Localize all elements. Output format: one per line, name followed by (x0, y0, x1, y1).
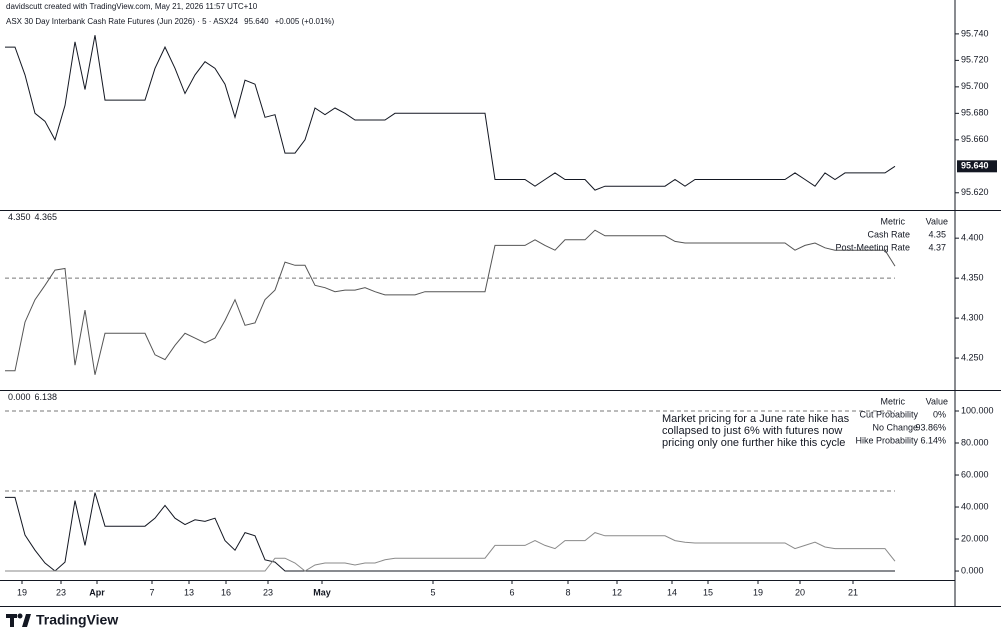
data-line (5, 532, 896, 572)
x-tick-label: 13 (184, 587, 194, 597)
table-metric: Cash Rate (867, 229, 910, 239)
data-line (5, 492, 895, 572)
y-tick-label: 80.000 (961, 437, 989, 447)
table-metric: No Change (872, 422, 918, 432)
last-value-badge (957, 160, 997, 173)
x-tick-label: Apr (89, 587, 105, 597)
table-value: 93.86% (915, 422, 946, 432)
logo-dot (17, 613, 23, 619)
x-tick-label: 6 (509, 587, 514, 597)
logo (6, 613, 31, 627)
y-tick-label: 60.000 (961, 469, 989, 479)
y-tick-label: 95.620 (961, 187, 989, 197)
x-tick-label: 23 (56, 587, 66, 597)
x-tick-label: 8 (565, 587, 570, 597)
table-value: 4.37 (928, 242, 946, 252)
x-tick-label: 12 (612, 587, 622, 597)
symbol-line: ASX 30 Day Interbank Cash Rate Futures (… (6, 17, 335, 26)
y-tick-label: 4.350 (961, 273, 984, 283)
y-tick-label: 20.000 (961, 533, 989, 543)
table-header: Value (926, 396, 948, 406)
footer-brand: TradingView (36, 612, 118, 628)
x-tick-label: 23 (263, 587, 273, 597)
x-tick-label: 16 (221, 587, 231, 597)
x-tick-label: 14 (667, 587, 677, 597)
x-tick-label: 20 (795, 587, 805, 597)
y-tick-label: 95.740 (961, 28, 989, 38)
annotation: collapsed to just 6% with futures now (662, 425, 842, 437)
last-value-label: 95.640 (961, 161, 989, 171)
price-change: +0.005 (+0.01%) (275, 17, 335, 26)
y-tick-label: 95.700 (961, 81, 989, 91)
logo-stem (10, 614, 14, 627)
header-value: 6.138 (35, 392, 58, 402)
logo-slash (22, 614, 31, 627)
header-value: 0.000 (8, 392, 31, 402)
pane-header: 0.000 6.138 (8, 392, 57, 402)
x-tick-label: May (313, 587, 331, 597)
pane-header: 4.350 4.365 (8, 212, 57, 222)
header-value: 4.365 (35, 212, 58, 222)
table-header: Value (926, 216, 948, 226)
y-tick-label: 4.250 (961, 352, 984, 362)
header-value: 4.350 (8, 212, 31, 222)
table-header: Metric (881, 396, 906, 406)
table-metric: Cut Probability (859, 409, 918, 419)
table-value: 6.14% (920, 435, 946, 445)
table-value: 4.35 (928, 229, 946, 239)
x-tick-label: 19 (17, 587, 27, 597)
annotation: Market pricing for a June rate hike has (662, 413, 850, 425)
last-price: 95.640 (244, 17, 269, 26)
x-tick-label: 21 (848, 587, 858, 597)
table-header: Metric (881, 216, 906, 226)
data-line (5, 35, 896, 191)
data-line (5, 229, 896, 375)
symbol: ASX 30 Day Interbank Cash Rate Futures (… (6, 17, 239, 26)
y-tick-label: 4.400 (961, 233, 984, 243)
y-tick-label: 0.000 (961, 565, 984, 575)
y-tick-label: 4.300 (961, 312, 984, 322)
table-metric: Hike Probability (855, 435, 918, 445)
y-tick-label: 95.720 (961, 55, 989, 65)
x-tick-label: 7 (149, 587, 154, 597)
y-tick-label: 100.000 (961, 405, 994, 415)
y-tick-label: 95.660 (961, 134, 989, 144)
table-value: 0% (933, 409, 946, 419)
y-tick-label: 40.000 (961, 501, 989, 511)
x-tick-label: 15 (703, 587, 713, 597)
x-tick-label: 5 (430, 587, 435, 597)
y-tick-label: 95.680 (961, 108, 989, 118)
annotation: pricing only one further hike this cycle (662, 437, 845, 449)
credit: davidscutt created with TradingView.com,… (6, 2, 258, 11)
x-tick-label: 19 (753, 587, 763, 597)
table-metric: Post-Meeting Rate (835, 242, 910, 252)
